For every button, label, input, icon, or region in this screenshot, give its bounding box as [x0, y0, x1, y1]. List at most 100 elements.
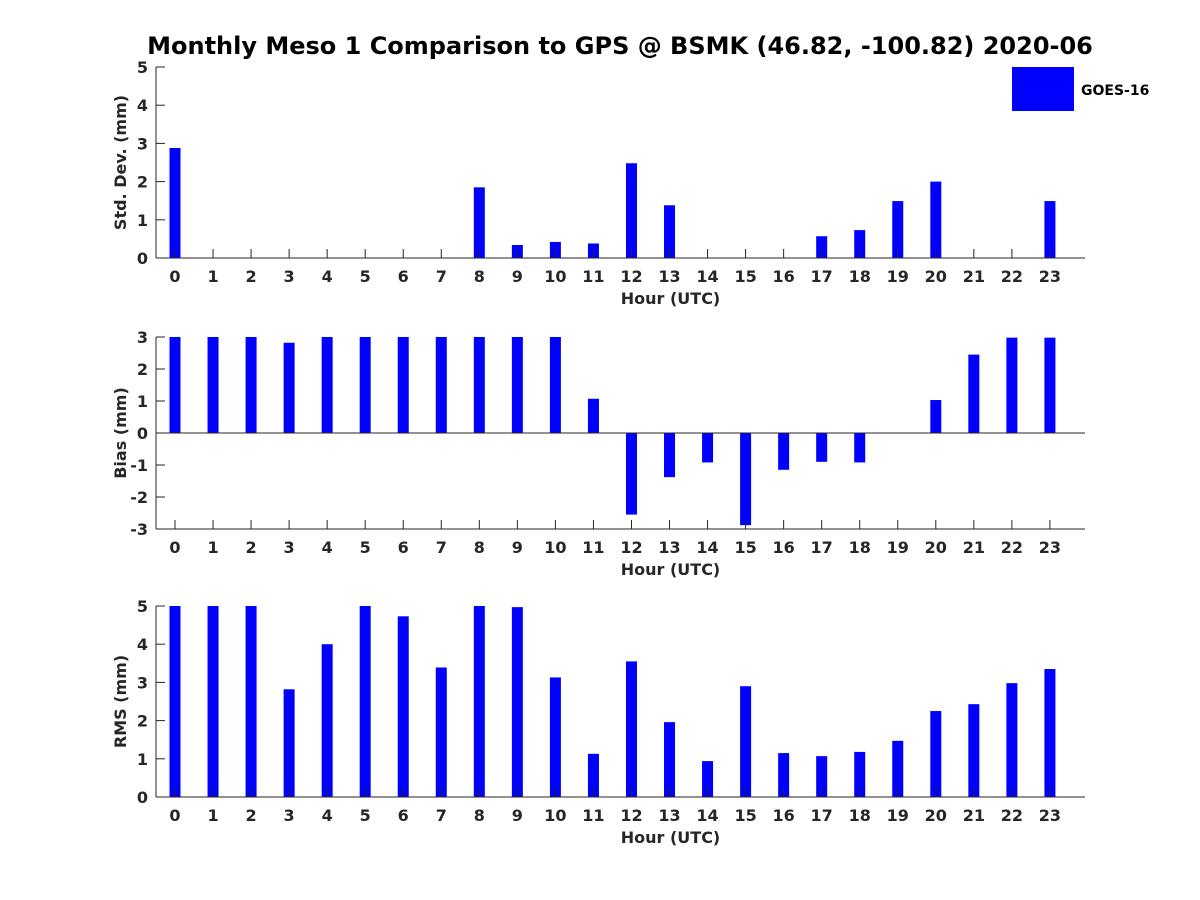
bias-y-tick-label--3: -3 [130, 520, 148, 539]
bias-y-tick-label-2: 2 [137, 360, 148, 379]
bias-bar-16 [778, 433, 790, 470]
rms-bar-23 [1044, 669, 1056, 797]
bias-bar-9 [511, 337, 523, 433]
bias-bar-0 [169, 337, 181, 433]
bias-y-tick-label--2: -2 [130, 488, 148, 507]
std-dev-x-tick-label-1: 1 [207, 267, 218, 286]
std-dev-x-tick-label-13: 13 [658, 267, 680, 286]
rms-x-tick-label-11: 11 [582, 806, 604, 825]
rms-y-tick-label-0: 0 [137, 788, 148, 807]
rms-bar-11 [587, 753, 599, 797]
bias-bar-7 [435, 337, 447, 433]
std-dev-bar-8 [473, 187, 485, 258]
bias-bar-22 [1006, 337, 1018, 433]
std-dev-x-tick-label-10: 10 [544, 267, 566, 286]
rms-bar-12 [625, 661, 637, 797]
bias-bar-12 [625, 433, 637, 515]
rms-x-tick-label-19: 19 [887, 806, 909, 825]
rms-x-tick-label-23: 23 [1039, 806, 1061, 825]
rms-bar-7 [435, 667, 447, 797]
rms-x-tick-label-14: 14 [696, 806, 718, 825]
rms-y-tick-label-2: 2 [137, 712, 148, 731]
rms-bar-21 [968, 704, 980, 797]
rms-x-tick-label-21: 21 [963, 806, 985, 825]
bias-x-tick-label-16: 16 [773, 538, 795, 557]
bias-x-tick-label-11: 11 [582, 538, 604, 557]
std-dev-bar-0 [169, 147, 181, 258]
bias-x-tick-label-2: 2 [246, 538, 257, 557]
std-dev-x-tick-label-8: 8 [474, 267, 485, 286]
bias-panel: 0 1 2 3 4 5 6 7 8 9 10 11 12 13 14 15 16 17 18 19 20 21 22 23-3… [111, 328, 1085, 579]
bias-x-tick-label-21: 21 [963, 538, 985, 557]
std-dev-x-axis-label: Hour (UTC) [621, 289, 721, 308]
std-dev-bar-17 [816, 236, 828, 258]
rms-x-tick-label-4: 4 [322, 806, 333, 825]
rms-x-tick-label-2: 2 [246, 806, 257, 825]
std-dev-y-axis-label: Std. Dev. (mm) [111, 95, 130, 230]
std-dev-x-tick-label-21: 21 [963, 267, 985, 286]
std-dev-x-tick-label-3: 3 [284, 267, 295, 286]
std-dev-x-tick-label-15: 15 [734, 267, 756, 286]
rms-bar-13 [664, 722, 676, 797]
rms-bar-19 [892, 740, 904, 797]
bias-x-tick-label-4: 4 [322, 538, 333, 557]
rms-x-tick-label-7: 7 [436, 806, 447, 825]
std-dev-x-tick-label-0: 0 [169, 267, 180, 286]
rms-bar-16 [778, 753, 790, 797]
rms-bar-22 [1006, 683, 1018, 797]
bias-x-tick-label-14: 14 [696, 538, 718, 557]
bias-bar-15 [740, 433, 752, 526]
std-dev-x-tick-label-5: 5 [360, 267, 371, 286]
legend-swatch [1012, 67, 1074, 111]
bias-bar-6 [397, 337, 409, 433]
bias-x-tick-label-23: 23 [1039, 538, 1061, 557]
bias-bar-11 [587, 398, 599, 433]
std-dev-y-tick-label-1: 1 [137, 211, 148, 230]
rms-y-tick-label-4: 4 [137, 635, 148, 654]
rms-x-tick-label-9: 9 [512, 806, 523, 825]
rms-x-tick-label-12: 12 [620, 806, 642, 825]
std-dev-x-tick-label-18: 18 [849, 267, 871, 286]
bias-x-tick-label-0: 0 [169, 538, 180, 557]
std-dev-x-tick-label-20: 20 [925, 267, 947, 286]
bias-bar-3 [283, 342, 295, 433]
std-dev-x-tick-label-2: 2 [246, 267, 257, 286]
rms-x-tick-label-8: 8 [474, 806, 485, 825]
rms-x-tick-label-16: 16 [773, 806, 795, 825]
rms-y-tick-label-5: 5 [137, 597, 148, 616]
rms-bar-0 [169, 606, 181, 797]
rms-bar-15 [740, 686, 752, 797]
rms-bar-14 [702, 761, 714, 797]
bias-x-tick-label-3: 3 [284, 538, 295, 557]
bias-x-tick-label-6: 6 [398, 538, 409, 557]
chart-title: Monthly Meso 1 Comparison to GPS @ BSMK … [147, 32, 1093, 60]
std-dev-x-tick-label-14: 14 [696, 267, 718, 286]
rms-bar-20 [930, 711, 942, 797]
bias-bar-21 [968, 354, 980, 433]
std-dev-x-tick-label-11: 11 [582, 267, 604, 286]
rms-x-tick-label-13: 13 [658, 806, 680, 825]
bias-x-tick-label-7: 7 [436, 538, 447, 557]
bias-x-tick-label-18: 18 [849, 538, 871, 557]
rms-x-tick-label-0: 0 [169, 806, 180, 825]
bias-y-tick-label--1: -1 [130, 456, 148, 475]
std-dev-bar-18 [854, 230, 866, 258]
bias-x-tick-label-19: 19 [887, 538, 909, 557]
rms-x-tick-label-3: 3 [284, 806, 295, 825]
std-dev-x-tick-label-9: 9 [512, 267, 523, 286]
bias-bar-8 [473, 337, 485, 433]
std-dev-y-tick-label-5: 5 [137, 58, 148, 77]
rms-x-axis-label: Hour (UTC) [621, 828, 721, 847]
bias-y-tick-label-1: 1 [137, 392, 148, 411]
std-dev-y-tick-label-2: 2 [137, 173, 148, 192]
rms-x-tick-label-15: 15 [734, 806, 756, 825]
bias-bar-2 [245, 337, 257, 433]
legend: GOES-16 [1012, 67, 1149, 111]
bias-x-axis-label: Hour (UTC) [621, 560, 721, 579]
rms-bar-8 [473, 606, 485, 797]
bias-x-tick-label-8: 8 [474, 538, 485, 557]
bias-y-axis-label: Bias (mm) [111, 387, 130, 479]
rms-y-axis-label: RMS (mm) [111, 655, 130, 748]
bias-bar-1 [207, 337, 219, 433]
